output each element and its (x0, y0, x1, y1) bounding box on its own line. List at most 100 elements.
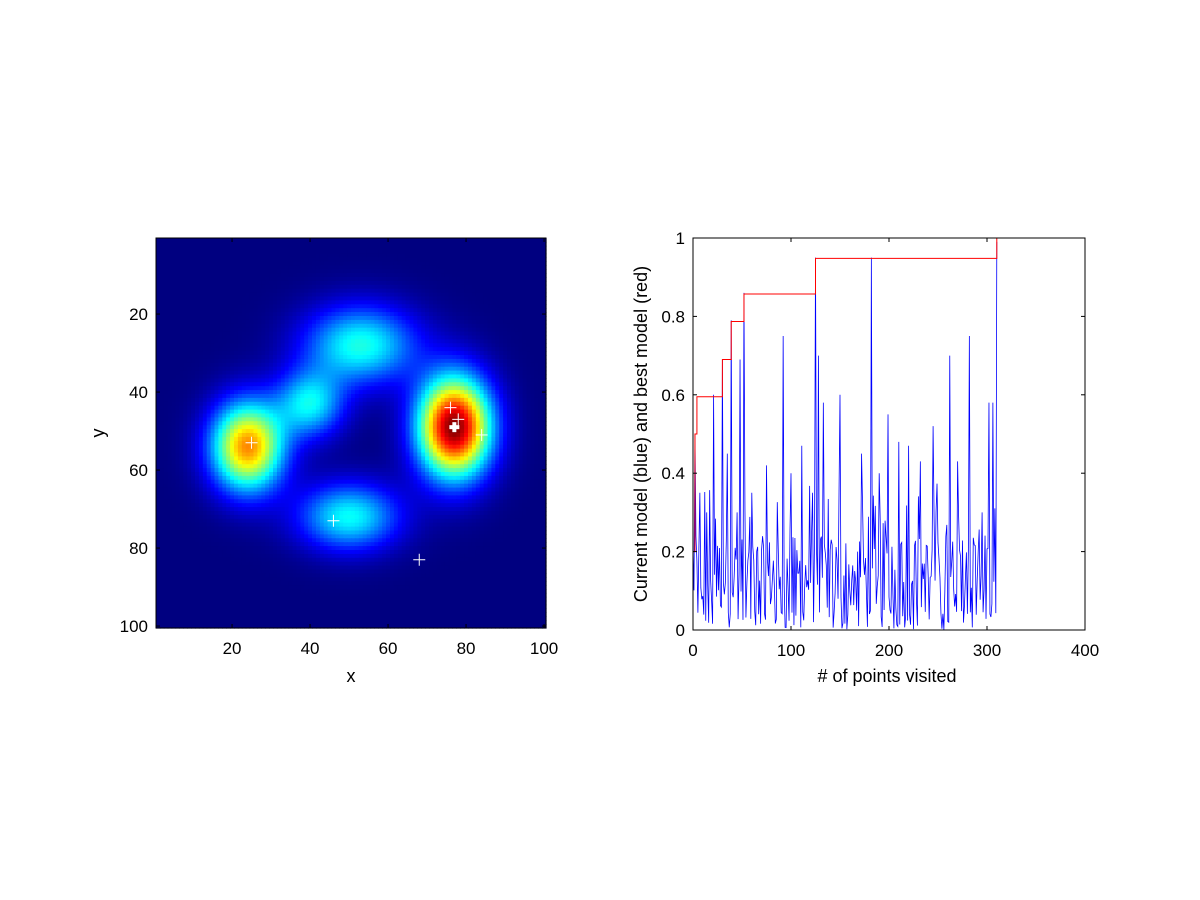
heatmap-cell (503, 417, 508, 422)
heatmap-cell (526, 358, 531, 364)
heatmap-cell (187, 366, 192, 372)
heatmap-cell (210, 304, 216, 309)
heatmap-cell (417, 319, 422, 325)
heatmap-cell (370, 277, 375, 282)
heatmap-cell (374, 429, 379, 434)
heatmap-cell (202, 238, 208, 243)
heatmap-cell (417, 323, 422, 329)
heatmap-cell (351, 319, 356, 325)
heatmap-cell (187, 238, 192, 243)
heatmap-cell (312, 284, 317, 290)
heatmap-cell (358, 355, 364, 360)
heatmap-cell (448, 421, 453, 426)
heatmap-cell (210, 413, 216, 418)
heatmap-cell (503, 273, 508, 278)
heatmap-cell (507, 378, 512, 383)
heatmap-cell (526, 397, 531, 403)
heatmap-cell (444, 429, 450, 434)
heatmap-cell (413, 362, 418, 368)
heatmap-cell (421, 284, 426, 290)
heatmap-cell (245, 284, 251, 290)
heatmap-cell (374, 355, 379, 360)
heatmap-cell (526, 374, 531, 379)
heatmap-cell (483, 245, 489, 251)
heatmap-cell (171, 355, 177, 360)
heatmap-cell (522, 347, 528, 352)
heatmap-cell (436, 238, 442, 243)
heatmap-cell (487, 265, 492, 270)
heatmap-cell (273, 277, 278, 282)
heatmap-cell (335, 253, 340, 259)
heatmap-cell (483, 273, 489, 278)
heatmap-cell (265, 319, 270, 325)
heatmap-cell (479, 386, 485, 391)
heatmap-cell (304, 284, 309, 290)
heatmap-cell (167, 292, 173, 298)
heatmap-cell (265, 374, 270, 379)
heatmap-cell (479, 284, 485, 290)
heatmap-cell (401, 358, 407, 364)
heatmap-cell (245, 370, 251, 376)
heatmap-cell (214, 339, 219, 344)
heatmap-cell (339, 366, 344, 372)
heatmap-cell (499, 245, 504, 251)
heatmap-cell (542, 417, 547, 422)
heatmap-cell (425, 343, 430, 348)
heatmap-cell (183, 343, 188, 348)
heatmap-cell (542, 355, 547, 360)
heatmap-cell (245, 304, 251, 309)
heatmap-cell (206, 378, 212, 383)
heatmap-cell (370, 245, 375, 251)
heatmap-cell (167, 343, 173, 348)
heatmap-cell (444, 257, 450, 262)
heatmap-cell (374, 261, 379, 266)
heatmap-cell (175, 347, 180, 352)
heatmap-cell (503, 362, 508, 368)
heatmap-cell (382, 401, 387, 407)
heatmap-cell (468, 238, 473, 243)
heatmap-cell (487, 409, 492, 415)
heatmap-cell (354, 300, 360, 305)
heatmap-cell (273, 386, 278, 391)
heatmap-cell (312, 351, 317, 356)
heatmap-cell (358, 312, 364, 317)
heatmap-cell (425, 355, 430, 360)
heatmap-cell (331, 257, 336, 262)
heatmap-cell (206, 304, 212, 309)
heatmap-cell (358, 390, 364, 395)
heatmap-cell (304, 300, 309, 305)
heatmap-cell (292, 390, 297, 395)
heatmap-cell (366, 421, 372, 426)
heatmap-cell (265, 300, 270, 305)
heatmap-cell (319, 417, 325, 422)
heatmap-cell (460, 366, 465, 372)
heatmap-cell (280, 394, 286, 399)
heatmap-cell (429, 405, 434, 411)
heatmap-cell (308, 257, 313, 262)
heatmap-cell (440, 331, 446, 337)
heatmap-cell (526, 249, 531, 255)
heatmap-cell (257, 265, 262, 270)
heatmap-cell (226, 382, 231, 387)
heatmap-cell (440, 245, 446, 251)
heatmap-cell (530, 351, 535, 356)
heatmap-cell (444, 308, 450, 313)
heatmap-cell (354, 304, 360, 309)
heatmap-cell (284, 327, 290, 333)
heatmap-cell (405, 261, 411, 266)
heatmap-cell (491, 273, 496, 278)
heatmap-cell (175, 417, 180, 422)
heatmap-cell (296, 390, 301, 395)
heatmap-cell (226, 316, 231, 321)
heatmap-cell (362, 351, 368, 356)
heatmap-cell (159, 288, 165, 294)
heatmap-cell (522, 351, 528, 356)
heatmap-cell (179, 277, 184, 282)
heatmap-cell (319, 429, 325, 434)
heatmap-cell (171, 421, 177, 426)
heatmap-cell (440, 323, 446, 329)
heatmap-cell (280, 386, 286, 391)
heatmap-cell (382, 335, 387, 340)
heatmap-cell (269, 382, 274, 387)
heatmap-cell (257, 397, 262, 403)
